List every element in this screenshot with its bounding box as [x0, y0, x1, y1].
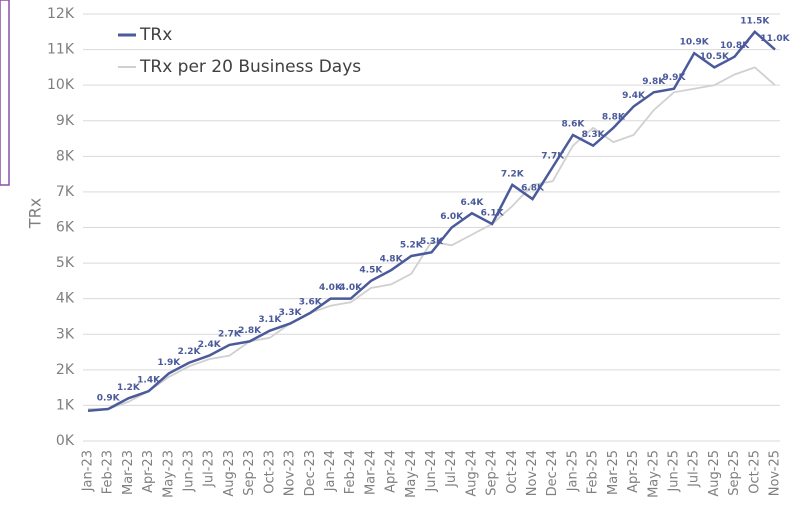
x-tick-label: Feb-23 — [101, 450, 116, 494]
data-label: 8.3K — [582, 130, 606, 140]
data-label: 4.8K — [380, 255, 404, 265]
x-tick-label: Sep-23 — [242, 450, 257, 496]
data-label: 10.5K — [700, 52, 730, 62]
y-tick-label: 12K — [47, 6, 75, 22]
data-label: 2.7K — [218, 329, 242, 339]
data-label: 8.8K — [602, 112, 626, 122]
x-tick-label: May-25 — [646, 450, 661, 498]
y-tick-label: 1K — [56, 397, 75, 413]
x-tick-label: Jun-24 — [424, 450, 439, 493]
data-label: 3.3K — [279, 308, 303, 318]
y-tick-label: 6K — [56, 220, 75, 236]
x-tick-label: Dec-24 — [545, 450, 560, 496]
data-label: 7.7K — [541, 152, 565, 162]
y-tick-label: 10K — [47, 77, 75, 93]
series-line — [87, 29, 776, 412]
y-tick-label: 0K — [56, 433, 75, 449]
x-tick-label: Jan-25 — [565, 450, 580, 492]
x-tick-label: Mar-25 — [606, 450, 621, 495]
data-label: 6.0K — [440, 212, 464, 222]
x-tick-label: Jul-25 — [687, 450, 702, 488]
y-tick-label: 9K — [56, 113, 75, 129]
data-label: 10.8K — [720, 41, 750, 51]
data-label: 1.2K — [117, 383, 141, 393]
x-tick-label: Jul-23 — [202, 450, 217, 488]
data-label: 2.4K — [198, 340, 222, 350]
data-label: 8.6K — [561, 119, 585, 129]
data-label: 3.6K — [299, 297, 323, 307]
x-tick-label: Jul-24 — [444, 450, 459, 488]
x-tick-label: Aug-25 — [707, 450, 722, 497]
x-tick-label: Jan-24 — [323, 450, 338, 492]
data-label: 3.1K — [258, 315, 282, 325]
data-label: 9.4K — [622, 91, 646, 101]
data-label: 4.0K — [319, 283, 343, 293]
x-tick-label: Mar-23 — [121, 450, 136, 495]
data-label: 10.9K — [680, 38, 710, 48]
data-label: 0.9K — [97, 393, 121, 403]
x-tick-label: Jan-23 — [81, 450, 96, 492]
data-label: 4.5K — [359, 265, 383, 275]
x-tick-label: Jun-25 — [666, 450, 681, 493]
y-tick-label: 3K — [56, 326, 75, 342]
x-tick-label: Mar-24 — [363, 450, 378, 495]
side-panel — [0, 0, 10, 186]
data-label: 9.8K — [642, 77, 666, 87]
y-tick-label: 11K — [47, 42, 75, 58]
series-line — [88, 66, 776, 410]
x-tick-label: Oct-25 — [747, 450, 762, 494]
x-tick-label: Sep-24 — [485, 450, 500, 496]
data-label: 7.2K — [501, 169, 525, 179]
y-tick-label: 4K — [56, 291, 75, 307]
data-label: 6.4K — [460, 198, 484, 208]
data-label: 1.4K — [137, 376, 161, 386]
data-label: 11.0K — [760, 34, 790, 44]
x-tick-label: Aug-23 — [222, 450, 237, 497]
data-label: 6.1K — [481, 208, 505, 218]
legend-label: TRx per 20 Business Days — [139, 57, 361, 77]
data-label: 2.8K — [238, 326, 262, 336]
data-label: 5.2K — [400, 240, 424, 250]
x-tick-label: Apr-25 — [626, 450, 641, 493]
x-tick-label: Feb-24 — [343, 450, 358, 494]
x-tick-label: Sep-25 — [727, 450, 742, 496]
x-tick-label: Oct-24 — [505, 450, 520, 494]
x-tick-label: Oct-23 — [262, 450, 277, 494]
legend-label: TRx — [139, 25, 172, 45]
x-tick-label: Feb-25 — [586, 450, 601, 494]
data-label: 4.0K — [339, 283, 363, 293]
data-label: 1.9K — [157, 358, 181, 368]
x-tick-label: Nov-23 — [283, 450, 298, 496]
x-tick-label: Aug-24 — [464, 450, 479, 497]
y-tick-label: 2K — [56, 362, 75, 378]
data-label: 6.8K — [521, 184, 545, 194]
data-label: 5.3K — [420, 237, 444, 247]
x-tick-label: Apr-24 — [384, 450, 399, 493]
x-tick-label: Dec-23 — [303, 450, 318, 496]
x-tick-label: Jun-23 — [182, 450, 197, 493]
data-label: 11.5K — [740, 16, 770, 26]
x-tick-label: May-23 — [161, 450, 176, 498]
y-tick-label: 8K — [56, 148, 75, 164]
data-label: 9.9K — [663, 73, 687, 83]
x-tick-label: Nov-24 — [525, 450, 540, 496]
x-tick-label: Nov-25 — [768, 450, 783, 496]
data-label: 2.2K — [178, 347, 202, 357]
x-tick-label: Apr-23 — [141, 450, 156, 493]
y-tick-label: 7K — [56, 184, 75, 200]
y-axis-label: TRx — [26, 198, 45, 229]
x-tick-label: May-24 — [404, 450, 419, 498]
y-tick-label: 5K — [56, 255, 75, 271]
